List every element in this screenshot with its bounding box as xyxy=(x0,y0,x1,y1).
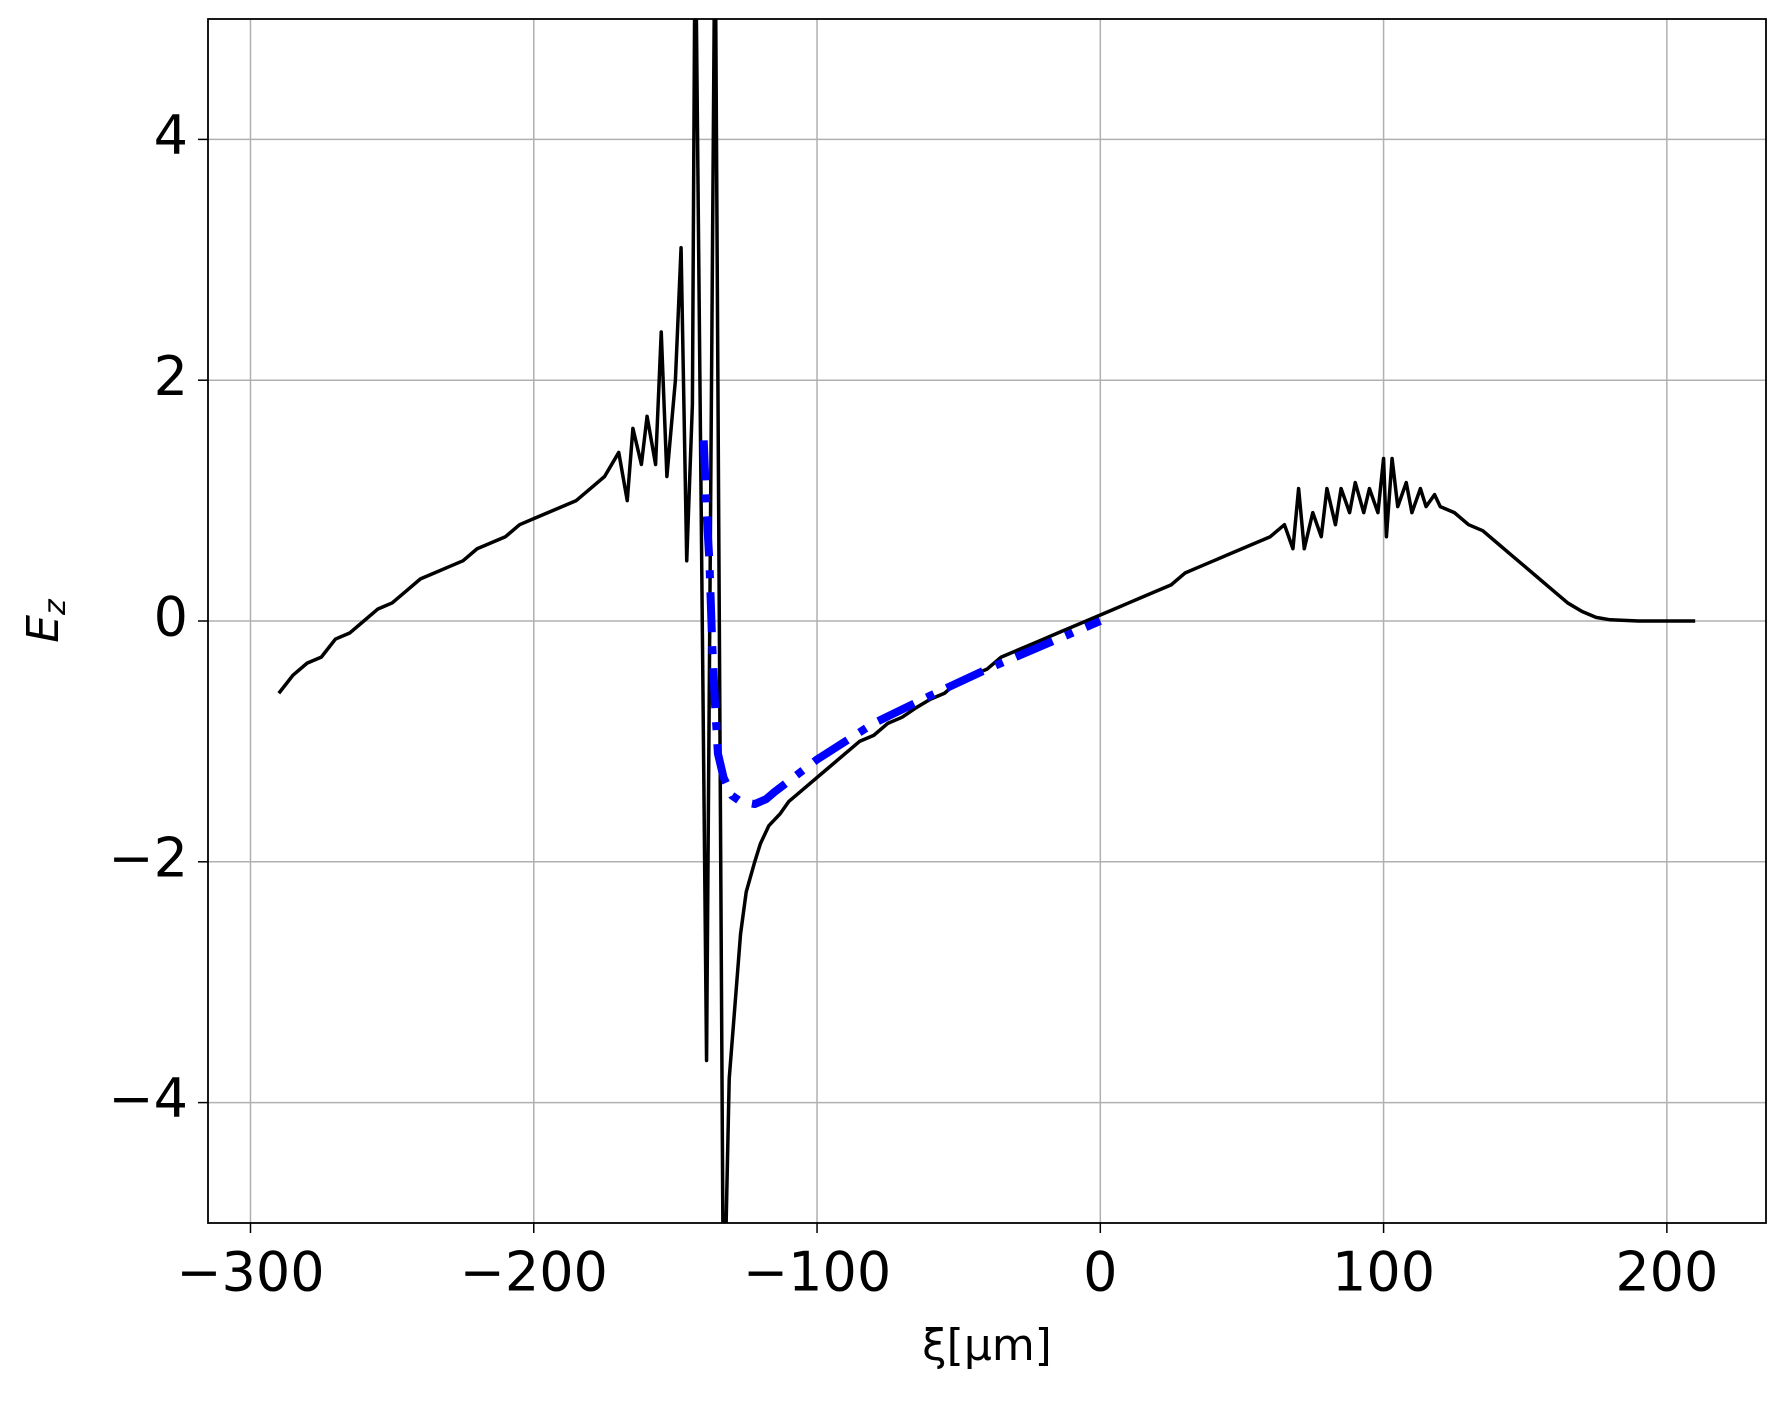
y-tick-label: 0 xyxy=(154,586,188,649)
y-tick-label: −2 xyxy=(108,826,188,889)
data-line xyxy=(699,440,1102,809)
x-tick-label: −300 xyxy=(176,1241,324,1304)
y-axis-label: Ez xyxy=(18,598,73,643)
y-label-main: E xyxy=(18,615,69,643)
plot-frame xyxy=(207,18,1767,1224)
x-axis-label: ξ[μm] xyxy=(922,1320,1052,1371)
data-line xyxy=(277,19,1696,1223)
x-tick-label: −100 xyxy=(743,1241,891,1304)
x-tick-label: 0 xyxy=(1083,1241,1117,1304)
x-tick-label: 200 xyxy=(1615,1241,1718,1304)
y-tick-label: 2 xyxy=(154,345,188,408)
x-tick-label: −200 xyxy=(460,1241,608,1304)
y-tick-label: 4 xyxy=(154,104,188,167)
y-tick-label: −4 xyxy=(108,1067,188,1130)
x-tick-label: 100 xyxy=(1332,1241,1435,1304)
y-label-sub: z xyxy=(38,598,73,616)
plot-area xyxy=(277,19,1696,1223)
